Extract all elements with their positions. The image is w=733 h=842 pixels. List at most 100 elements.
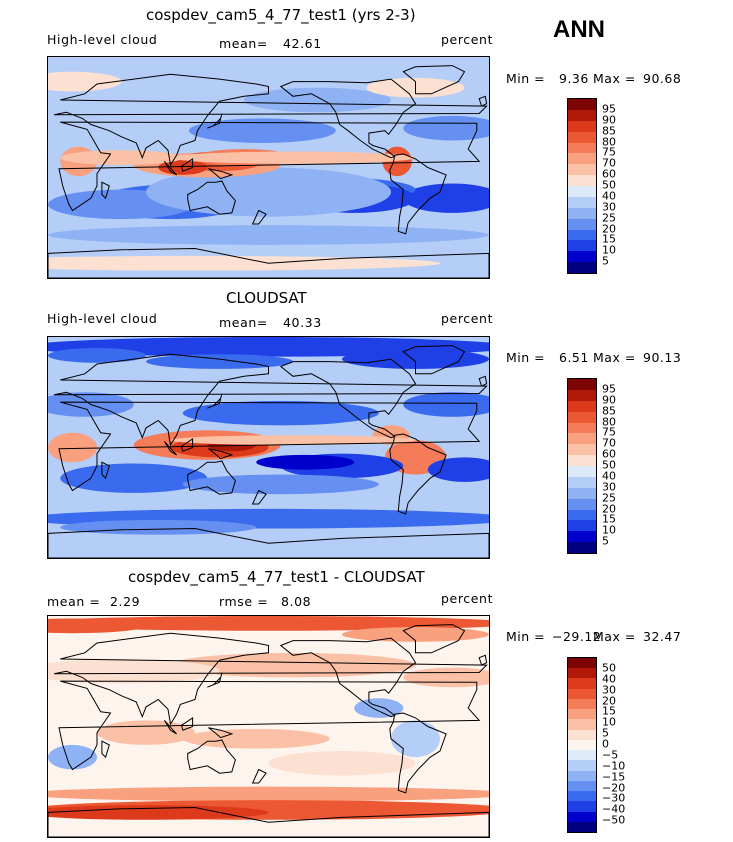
coastline bbox=[208, 727, 234, 739]
contour-region bbox=[48, 786, 489, 802]
panel1-variable-label: High-level cloud bbox=[47, 32, 158, 47]
colorbar-swatch bbox=[568, 487, 596, 499]
coastline bbox=[187, 180, 236, 215]
panel3-rmse-label: rmse = bbox=[219, 594, 269, 609]
coastline bbox=[58, 121, 481, 212]
coastline bbox=[54, 632, 488, 726]
colorbar-tick-label: 95 bbox=[602, 382, 616, 396]
coastline bbox=[207, 113, 223, 129]
colorbar-tick-label: 10 bbox=[602, 523, 616, 537]
colorbar-swatch bbox=[568, 99, 596, 110]
coastline bbox=[251, 768, 267, 784]
colorbar-tick-label: −15 bbox=[602, 770, 626, 784]
colorbar-swatch bbox=[568, 811, 596, 822]
panel2-title: CLOUDSAT bbox=[226, 289, 307, 307]
colorbar-tick-label: 90 bbox=[602, 393, 616, 407]
colorbar-swatch bbox=[568, 186, 596, 197]
contour-region bbox=[60, 519, 257, 535]
coastline bbox=[207, 393, 223, 409]
colorbar-tick-label: 20 bbox=[602, 502, 616, 515]
panel2-colorbar bbox=[567, 378, 597, 554]
contour-region bbox=[48, 805, 269, 820]
colorbar-tick-label: 70 bbox=[602, 436, 616, 450]
colorbar-tick-label: −40 bbox=[602, 802, 626, 816]
colorbar-swatch bbox=[568, 698, 596, 710]
colorbar-swatch bbox=[568, 801, 596, 812]
colorbar-tick-label: 40 bbox=[602, 469, 616, 483]
colorbar-tick-label: 50 bbox=[602, 458, 616, 472]
colorbar-swatch bbox=[568, 164, 596, 176]
colorbar-swatch bbox=[568, 262, 596, 273]
colorbar-tick-label: 75 bbox=[602, 145, 616, 159]
contour-region bbox=[354, 698, 404, 718]
coastline bbox=[180, 716, 194, 731]
colorbar-tick-label: 50 bbox=[602, 178, 616, 192]
colorbar-swatch bbox=[568, 251, 596, 263]
panel3-max-value: 32.47 bbox=[643, 629, 682, 644]
colorbar-swatch bbox=[568, 109, 596, 121]
coastline bbox=[402, 345, 466, 375]
coastline bbox=[207, 672, 223, 688]
coastline bbox=[54, 353, 488, 447]
colorbar-swatch bbox=[568, 207, 596, 219]
colorbar-swatch bbox=[568, 760, 596, 771]
coastline bbox=[163, 441, 177, 456]
colorbar-swatch bbox=[568, 750, 596, 761]
coastline bbox=[279, 78, 417, 159]
panel1-title: cospdev_cam5_4_77_test1 (yrs 2-3) bbox=[146, 6, 416, 24]
colorbar-tick-label: 85 bbox=[602, 124, 616, 138]
panel2-units: percent bbox=[441, 311, 494, 326]
coastline bbox=[251, 209, 267, 225]
colorbar-tick-label: 70 bbox=[602, 156, 616, 170]
coastline bbox=[279, 358, 417, 439]
coastline bbox=[58, 680, 481, 771]
colorbar-swatch bbox=[568, 175, 596, 186]
colorbar-swatch bbox=[568, 120, 596, 132]
panel2-max-value: 90.13 bbox=[643, 350, 682, 365]
colorbar-tick-label: 0 bbox=[602, 737, 609, 751]
colorbar-tick-label: 25 bbox=[602, 211, 616, 225]
coastline bbox=[208, 448, 234, 460]
contour-region bbox=[170, 652, 416, 678]
colorbar-swatch bbox=[568, 770, 596, 781]
panel1-max-value: 90.68 bbox=[643, 71, 682, 86]
panel3-mean-value: 2.29 bbox=[110, 594, 141, 609]
coastline bbox=[251, 489, 267, 505]
colorbar-swatch bbox=[568, 709, 596, 720]
coastline bbox=[48, 527, 489, 558]
contour-region bbox=[403, 115, 489, 141]
panel2-mean-label: mean= bbox=[219, 315, 268, 330]
colorbar-swatch bbox=[568, 821, 596, 832]
colorbar-tick-label: 20 bbox=[602, 222, 616, 235]
colorbar-swatch bbox=[568, 719, 596, 730]
contour-region bbox=[48, 348, 146, 363]
contour-region bbox=[403, 183, 489, 213]
coastline bbox=[48, 247, 489, 278]
contour-region bbox=[48, 744, 97, 770]
coastline bbox=[279, 637, 417, 718]
coastline bbox=[389, 153, 447, 235]
panel3-colorbar bbox=[567, 657, 597, 833]
contour-region bbox=[146, 167, 391, 217]
colorbar-tick-label: 90 bbox=[602, 113, 616, 127]
colorbar-tick-label: −10 bbox=[602, 759, 626, 773]
panel3-rmse-value: 8.08 bbox=[281, 594, 312, 609]
colorbar-swatch bbox=[568, 411, 596, 423]
contour-region bbox=[170, 435, 416, 446]
colorbar-tick-label: −20 bbox=[602, 781, 626, 794]
colorbar-tick-label: −50 bbox=[602, 813, 626, 827]
colorbar-tick-label: −5 bbox=[602, 748, 619, 762]
coastline bbox=[48, 806, 489, 837]
colorbar-tick-label: 5 bbox=[602, 254, 609, 268]
colorbar-tick-label: 25 bbox=[602, 491, 616, 505]
panel1-mean-value: 42.61 bbox=[283, 36, 322, 51]
contour-region bbox=[48, 432, 97, 463]
panel2-map bbox=[47, 336, 490, 559]
colorbar-swatch bbox=[568, 739, 596, 751]
colorbar-swatch bbox=[568, 466, 596, 477]
colorbar-swatch bbox=[568, 240, 596, 252]
contour-region bbox=[256, 454, 355, 470]
colorbar-tick-label: 60 bbox=[602, 447, 616, 461]
colorbar-swatch bbox=[568, 229, 596, 241]
colorbar-tick-label: 30 bbox=[602, 200, 616, 214]
